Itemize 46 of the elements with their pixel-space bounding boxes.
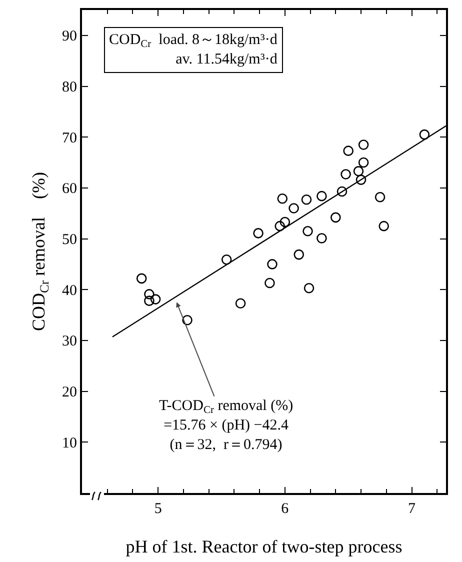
y-tick-label: 50 (62, 232, 77, 248)
point (221, 254, 232, 265)
point (144, 296, 154, 306)
point (277, 193, 288, 204)
y-tick-label: 70 (62, 130, 77, 146)
y-tick-label: 10 (62, 435, 77, 452)
point (253, 228, 264, 238)
point (304, 282, 314, 294)
y-tick-label: 60 (62, 181, 77, 198)
point (336, 186, 348, 197)
point (419, 129, 430, 140)
x-axis-title: pH of 1st. Reactor of two-step process (126, 536, 402, 557)
point (358, 140, 369, 150)
point (150, 294, 161, 304)
point (316, 233, 327, 244)
point (330, 212, 341, 223)
point (288, 203, 299, 214)
point (301, 194, 312, 205)
point (353, 166, 364, 176)
y-tick-label: 90 (62, 28, 77, 45)
point (144, 289, 154, 300)
point (235, 298, 246, 309)
y-tick-label: 40 (62, 282, 77, 299)
point (264, 278, 275, 288)
point (274, 220, 285, 232)
annotation: T-COD$_{Cr}$ removal (%) =15.76 × (pH) −42.4 (n＝32, r＝0.794) (159, 398, 294, 453)
y-tick-label: 20 (62, 384, 77, 401)
point (182, 314, 192, 326)
point (267, 259, 278, 270)
point (374, 192, 386, 202)
point (343, 146, 354, 156)
point (378, 220, 389, 232)
x-tick-label: 5 (154, 501, 162, 517)
point (358, 157, 369, 168)
x-tick-label: 6 (281, 501, 290, 517)
point (294, 249, 304, 260)
point (356, 174, 366, 185)
y-tick-label: 30 (62, 334, 77, 350)
point (302, 226, 313, 236)
point (136, 273, 147, 284)
point (316, 190, 327, 202)
annotation: COD$_{Cr}$ load. 8～18kg/m³·d av. 11.54kg/m³·d (109, 32, 278, 68)
point (280, 216, 290, 228)
y-tick-label: 80 (62, 80, 77, 96)
x-tick-label: 7 (408, 501, 416, 517)
point (340, 169, 351, 180)
